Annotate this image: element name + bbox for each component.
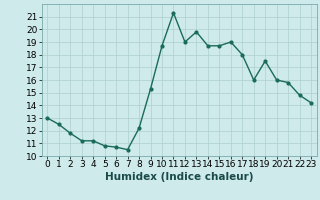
- X-axis label: Humidex (Indice chaleur): Humidex (Indice chaleur): [105, 172, 253, 182]
